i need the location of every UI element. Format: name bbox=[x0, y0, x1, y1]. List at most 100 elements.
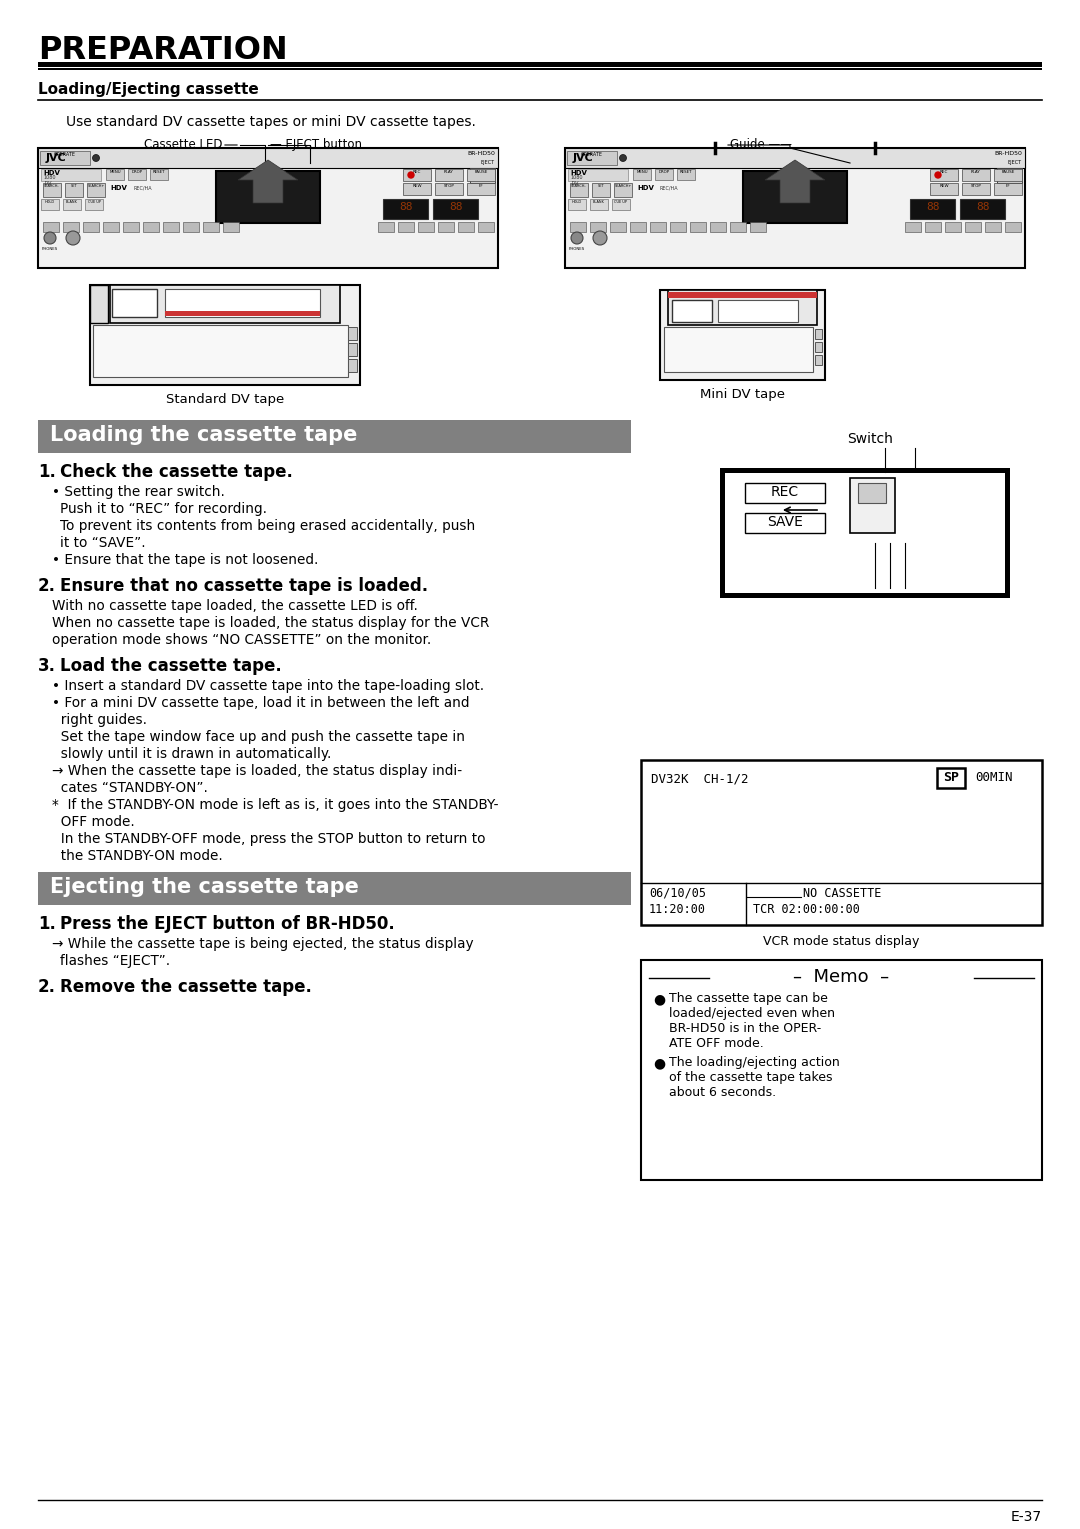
Text: BR-HD50 is in the OPER-: BR-HD50 is in the OPER- bbox=[669, 1021, 821, 1035]
Bar bbox=[65, 183, 83, 197]
Text: MENU: MENU bbox=[109, 170, 121, 174]
Text: Loading/Ejecting cassette: Loading/Ejecting cassette bbox=[38, 83, 259, 96]
Bar bbox=[985, 222, 1001, 232]
Bar bbox=[435, 170, 463, 180]
Text: BLANK: BLANK bbox=[593, 200, 605, 203]
Bar bbox=[403, 170, 431, 180]
Text: 88: 88 bbox=[927, 202, 940, 213]
Bar bbox=[630, 222, 646, 232]
Bar bbox=[129, 170, 146, 180]
Text: 1.: 1. bbox=[38, 914, 56, 933]
Bar bbox=[660, 291, 825, 381]
Bar bbox=[403, 183, 431, 196]
Text: FF: FF bbox=[478, 183, 484, 188]
Bar bbox=[40, 151, 90, 165]
Bar bbox=[962, 170, 990, 180]
Text: of the cassette tape takes: of the cassette tape takes bbox=[669, 1070, 833, 1084]
Bar bbox=[720, 468, 1010, 472]
Bar bbox=[745, 514, 825, 534]
Bar bbox=[110, 284, 340, 323]
Bar bbox=[672, 300, 712, 323]
Bar bbox=[418, 222, 434, 232]
Bar bbox=[378, 222, 394, 232]
Text: PAUSE: PAUSE bbox=[1001, 170, 1015, 174]
Bar bbox=[612, 199, 630, 209]
Text: HOLD: HOLD bbox=[45, 200, 55, 203]
Text: it to “SAVE”.: it to “SAVE”. bbox=[60, 537, 146, 550]
Text: cates “STANDBY-ON”.: cates “STANDBY-ON”. bbox=[52, 781, 207, 795]
Bar bbox=[677, 170, 696, 180]
Text: ●: ● bbox=[653, 1057, 665, 1070]
Text: Use standard DV cassette tapes or mini DV cassette tapes.: Use standard DV cassette tapes or mini D… bbox=[66, 115, 476, 128]
Bar bbox=[570, 183, 588, 197]
Text: ATE OFF mode.: ATE OFF mode. bbox=[669, 1037, 764, 1050]
Bar bbox=[106, 170, 124, 180]
Bar bbox=[87, 183, 105, 197]
Bar bbox=[937, 768, 966, 787]
Text: Cassette LED: Cassette LED bbox=[144, 138, 222, 151]
Circle shape bbox=[571, 232, 583, 245]
Text: Ensure that no cassette tape is loaded.: Ensure that no cassette tape is loaded. bbox=[60, 576, 428, 595]
Bar bbox=[435, 183, 463, 196]
Text: –  Memo  –: – Memo – bbox=[793, 968, 889, 986]
Bar bbox=[568, 199, 586, 209]
Text: REW: REW bbox=[940, 183, 949, 188]
Text: MENU: MENU bbox=[636, 170, 648, 174]
Bar bbox=[38, 872, 631, 905]
Text: 88: 88 bbox=[449, 202, 462, 213]
Text: Switch: Switch bbox=[847, 433, 893, 446]
Text: • Ensure that the tape is not loosened.: • Ensure that the tape is not loosened. bbox=[52, 553, 319, 567]
Text: • Setting the rear switch.: • Setting the rear switch. bbox=[52, 485, 225, 498]
Text: SAVE: SAVE bbox=[767, 515, 802, 529]
Bar bbox=[924, 222, 941, 232]
Text: OPERATE: OPERATE bbox=[54, 151, 76, 157]
Circle shape bbox=[93, 154, 99, 162]
Bar bbox=[960, 199, 1005, 219]
Text: HOLD: HOLD bbox=[572, 200, 582, 203]
Bar bbox=[399, 222, 414, 232]
Bar bbox=[467, 170, 495, 180]
Bar bbox=[815, 355, 822, 365]
Text: → When the cassette tape is loaded, the status display indi-: → When the cassette tape is loaded, the … bbox=[52, 764, 462, 778]
Bar bbox=[945, 222, 961, 232]
Text: about 6 seconds.: about 6 seconds. bbox=[669, 1086, 777, 1099]
Bar bbox=[93, 326, 348, 378]
Text: 00MIN: 00MIN bbox=[975, 771, 1013, 784]
Text: To prevent its contents from being erased accidentally, push: To prevent its contents from being erase… bbox=[60, 518, 475, 534]
Bar bbox=[592, 183, 610, 197]
Text: The loading/ejecting action: The loading/ejecting action bbox=[669, 1057, 840, 1069]
Bar bbox=[38, 67, 1042, 70]
Text: Ejecting the cassette tape: Ejecting the cassette tape bbox=[50, 878, 359, 898]
Bar bbox=[633, 170, 651, 180]
Text: PLAY: PLAY bbox=[971, 170, 981, 174]
Text: 1080
 DV: 1080 DV bbox=[570, 174, 582, 187]
Bar bbox=[203, 222, 219, 232]
Bar bbox=[41, 170, 102, 180]
Bar bbox=[163, 222, 179, 232]
Bar bbox=[63, 222, 79, 232]
Text: Push it to “REC” for recording.: Push it to “REC” for recording. bbox=[60, 502, 267, 515]
Bar bbox=[458, 222, 474, 232]
Bar bbox=[669, 291, 816, 326]
Text: DROP: DROP bbox=[659, 170, 670, 174]
Bar bbox=[478, 222, 494, 232]
Text: right guides.: right guides. bbox=[52, 713, 147, 726]
Bar bbox=[165, 289, 320, 317]
Text: 88: 88 bbox=[976, 202, 989, 213]
Text: With no cassette tape loaded, the cassette LED is off.: With no cassette tape loaded, the casset… bbox=[52, 599, 418, 613]
Text: ●: ● bbox=[653, 992, 665, 1006]
Bar bbox=[433, 199, 478, 219]
Text: REC: REC bbox=[413, 170, 421, 174]
Polygon shape bbox=[238, 161, 298, 203]
Bar bbox=[590, 222, 606, 232]
Bar bbox=[568, 170, 627, 180]
Bar bbox=[467, 183, 495, 196]
Bar bbox=[1005, 468, 1010, 598]
Text: SET: SET bbox=[597, 183, 605, 188]
Bar bbox=[83, 222, 99, 232]
Text: BR-HD50: BR-HD50 bbox=[468, 151, 495, 156]
Text: PHONES: PHONES bbox=[42, 248, 58, 251]
Bar bbox=[997, 168, 1022, 183]
Text: HDV: HDV bbox=[570, 170, 586, 176]
Bar bbox=[43, 222, 59, 232]
